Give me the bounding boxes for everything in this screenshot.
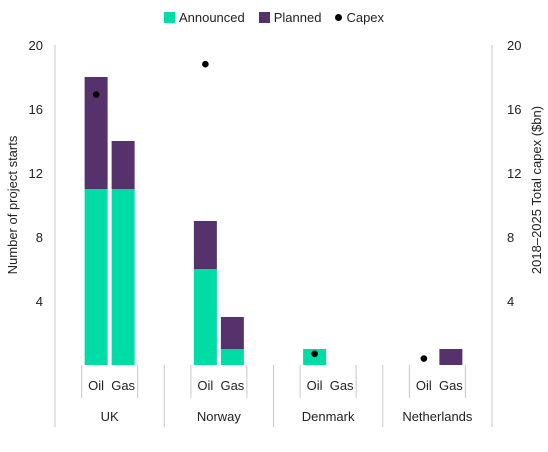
x-tick-label-fuel: Gas	[220, 378, 244, 393]
legend-label-planned: Planned	[273, 10, 322, 25]
y-tick-label-left: 20	[29, 38, 43, 53]
y-tick-label-left: 8	[36, 230, 43, 245]
y-tick-label-right: 4	[507, 294, 514, 309]
bar-announced	[220, 349, 244, 365]
bar-planned	[220, 317, 244, 349]
y-tick-label-right: 12	[507, 166, 521, 181]
bar-planned	[84, 77, 108, 189]
bar-announced	[193, 269, 217, 365]
x-group-label: Netherlands	[402, 409, 473, 424]
legend-label-capex: Capex	[346, 10, 385, 25]
x-tick-label-fuel: Oil	[307, 378, 323, 393]
capex-point	[420, 355, 428, 362]
x-tick-label-fuel: Oil	[88, 378, 104, 393]
legend-label-announced: Announced	[178, 10, 245, 25]
x-tick-label-fuel: Gas	[111, 378, 135, 393]
legend-swatch-planned	[258, 12, 270, 23]
y-tick-label-left: 12	[29, 166, 43, 181]
legend-swatch-announced	[163, 12, 175, 23]
bar-planned	[193, 221, 217, 269]
x-tick-label-fuel: Gas	[439, 378, 463, 393]
capex-point	[92, 91, 100, 98]
bar-planned	[439, 349, 463, 365]
legend-item-planned: Planned	[258, 10, 322, 25]
capex-point	[202, 60, 209, 68]
chart-legend: Announced Planned Capex	[0, 10, 548, 25]
y-axis-title-right: 2018–2025 Total capex ($bn)	[529, 106, 544, 274]
legend-item-capex: Capex	[335, 10, 384, 25]
x-tick-label-fuel: Oil	[416, 378, 432, 393]
legend-item-announced: Announced	[163, 10, 245, 25]
y-tick-label-right: 16	[507, 102, 521, 117]
x-group-label: UK	[101, 409, 119, 424]
y-axis-title-left: Number of project starts	[5, 135, 20, 274]
y-tick-label-right: 20	[507, 38, 521, 53]
x-group-label: Norway	[197, 409, 242, 424]
bar-announced	[84, 189, 108, 365]
x-tick-label-fuel: Oil	[197, 378, 213, 393]
bar-announced	[111, 189, 135, 365]
x-tick-label-fuel: Gas	[330, 378, 354, 393]
y-tick-label-right: 8	[507, 230, 514, 245]
x-group-label: Denmark	[302, 409, 355, 424]
capex-point	[311, 350, 318, 358]
y-tick-label-left: 16	[29, 102, 43, 117]
bar-planned	[111, 141, 135, 189]
y-tick-label-left: 4	[36, 294, 43, 309]
legend-dot-capex	[335, 14, 343, 21]
